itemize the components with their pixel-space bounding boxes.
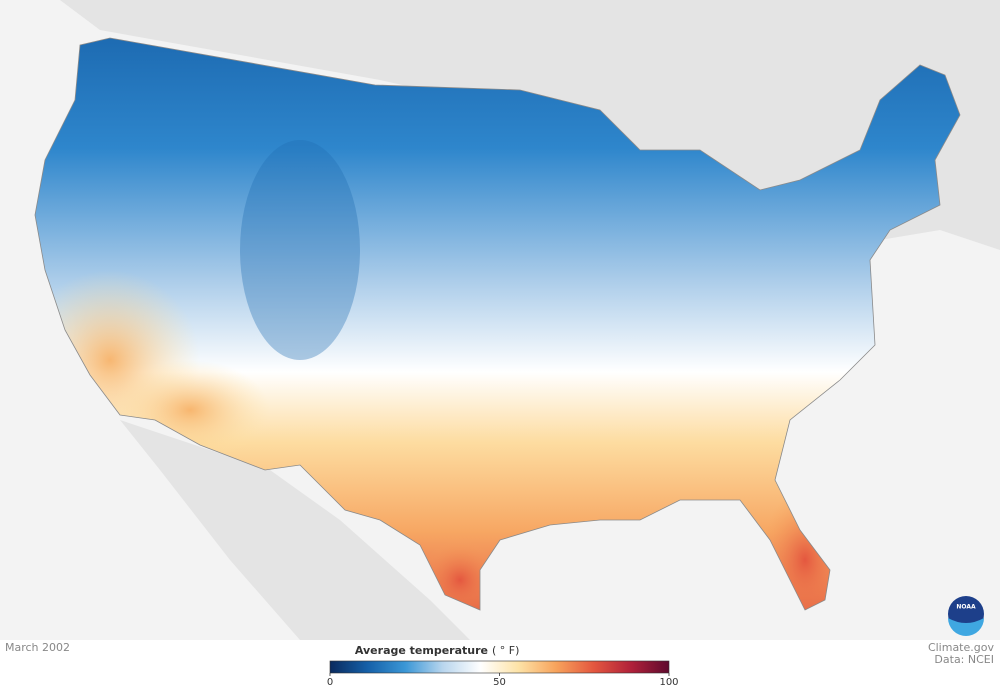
logo-wave <box>948 618 984 636</box>
colorbar-tick-label: 100 <box>659 677 678 688</box>
noaa-logo: NOAA <box>948 596 984 636</box>
cold-region <box>240 140 360 360</box>
colorbar-tick-label: 50 <box>493 677 506 688</box>
date-label: March 2002 <box>5 641 70 654</box>
colorbar <box>329 660 670 674</box>
colorbar-tick-label: 0 <box>327 677 333 688</box>
credit-source: Data: NCEI <box>934 653 994 666</box>
canada <box>60 0 1000 250</box>
logo-text: NOAA <box>956 604 976 611</box>
colorbar-unit: ( ° F) <box>492 644 519 657</box>
mexico <box>120 420 470 640</box>
credit-site: Climate.gov <box>928 641 995 654</box>
colorbar-title: Average temperature <box>355 644 488 657</box>
